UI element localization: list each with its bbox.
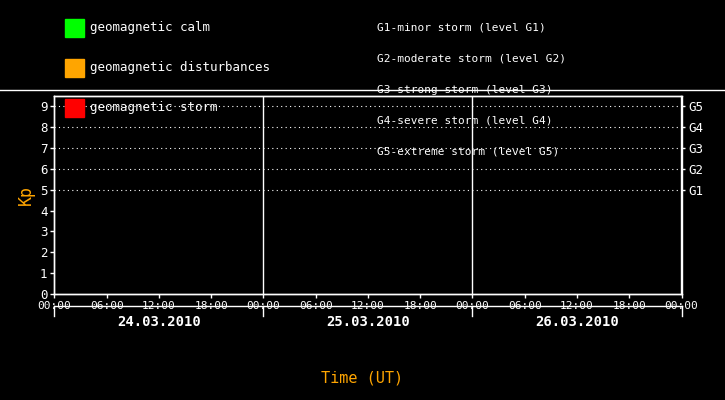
Text: G2-moderate storm (level G2): G2-moderate storm (level G2) (377, 54, 566, 64)
Text: 25.03.2010: 25.03.2010 (326, 315, 410, 329)
Text: G1-minor storm (level G1): G1-minor storm (level G1) (377, 23, 546, 33)
Text: Time (UT): Time (UT) (321, 370, 404, 386)
Text: G3-strong storm (level G3): G3-strong storm (level G3) (377, 84, 552, 94)
Text: 26.03.2010: 26.03.2010 (535, 315, 619, 329)
Text: G5-extreme storm (level G5): G5-extreme storm (level G5) (377, 146, 559, 156)
Text: geomagnetic calm: geomagnetic calm (90, 22, 210, 34)
Y-axis label: Kp: Kp (17, 185, 34, 205)
Text: G4-severe storm (level G4): G4-severe storm (level G4) (377, 115, 552, 125)
Text: 24.03.2010: 24.03.2010 (117, 315, 201, 329)
Text: geomagnetic disturbances: geomagnetic disturbances (90, 62, 270, 74)
Text: geomagnetic storm: geomagnetic storm (90, 102, 217, 114)
